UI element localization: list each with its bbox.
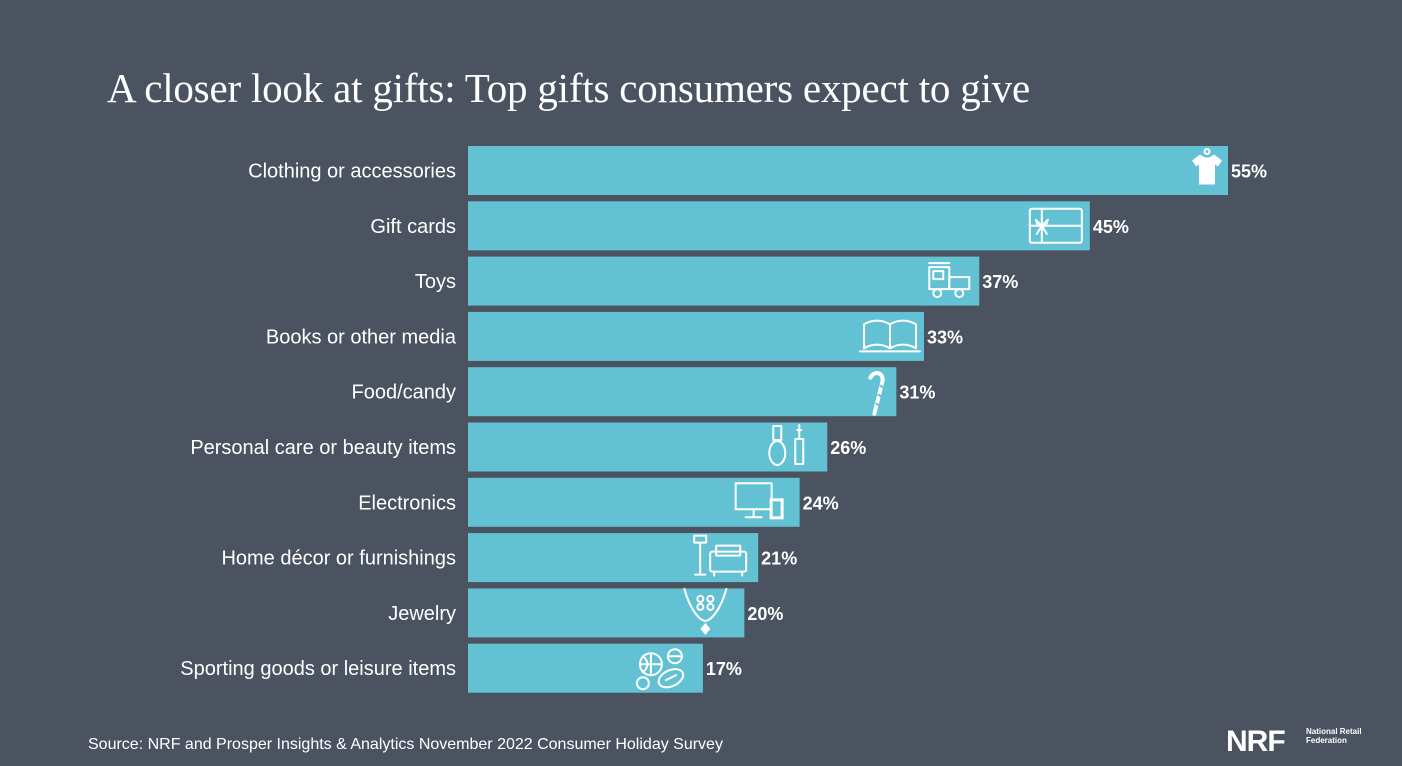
- jewelry-icon: [683, 587, 728, 635]
- value-label: 24%: [803, 493, 839, 513]
- category-label: Sporting goods or leisure items: [180, 658, 456, 680]
- logo-mark: NRF: [1226, 725, 1286, 758]
- chart-title: A closer look at gifts: Top gifts consum…: [107, 65, 1031, 111]
- gift-card-icon: [1028, 207, 1083, 244]
- value-label: 31%: [899, 383, 935, 403]
- value-label: 37%: [982, 272, 1018, 292]
- shirt-icon: [1192, 148, 1222, 185]
- logo-subtitle: National Retail Federation: [1306, 727, 1362, 745]
- category-label: Books or other media: [266, 326, 457, 348]
- value-label: 20%: [747, 604, 783, 624]
- sports-balls-icon: [635, 648, 685, 691]
- value-label: 45%: [1093, 217, 1129, 237]
- category-label: Gift cards: [370, 216, 456, 238]
- source-note: Source: NRF and Prosper Insights & Analy…: [88, 736, 723, 753]
- value-label: 21%: [761, 549, 797, 569]
- nrf-logo: NRF National Retail Federation: [1226, 726, 1376, 760]
- toy-train-icon: [928, 262, 971, 299]
- bar-1: [468, 201, 1090, 251]
- category-label: Electronics: [358, 492, 456, 514]
- category-label: Toys: [415, 271, 456, 293]
- category-label: Clothing or accessories: [248, 161, 456, 183]
- bar-3: [468, 311, 924, 361]
- bar-5: [468, 422, 828, 472]
- furniture-icon: [693, 534, 748, 577]
- value-label: 26%: [830, 438, 866, 458]
- bar-6: [468, 477, 800, 527]
- bar-9: [468, 643, 703, 693]
- bars-layer: Clothing or accessories 55% Gift cards 45% T…: [180, 146, 1267, 693]
- category-label: Personal care or beauty items: [190, 437, 456, 459]
- value-label: 33%: [927, 327, 963, 347]
- bar-0: [468, 146, 1228, 195]
- electronics-icon: [734, 482, 784, 520]
- candy-cane-icon: [868, 371, 885, 416]
- bar-4: [468, 367, 897, 417]
- book-icon: [859, 319, 921, 353]
- beauty-icon: [768, 424, 805, 466]
- value-label: 55%: [1231, 162, 1267, 182]
- category-label: Home décor or furnishings: [221, 548, 456, 570]
- category-label: Jewelry: [388, 603, 456, 625]
- value-label: 17%: [706, 659, 742, 679]
- category-label: Food/candy: [351, 382, 456, 404]
- bar-2: [468, 256, 980, 306]
